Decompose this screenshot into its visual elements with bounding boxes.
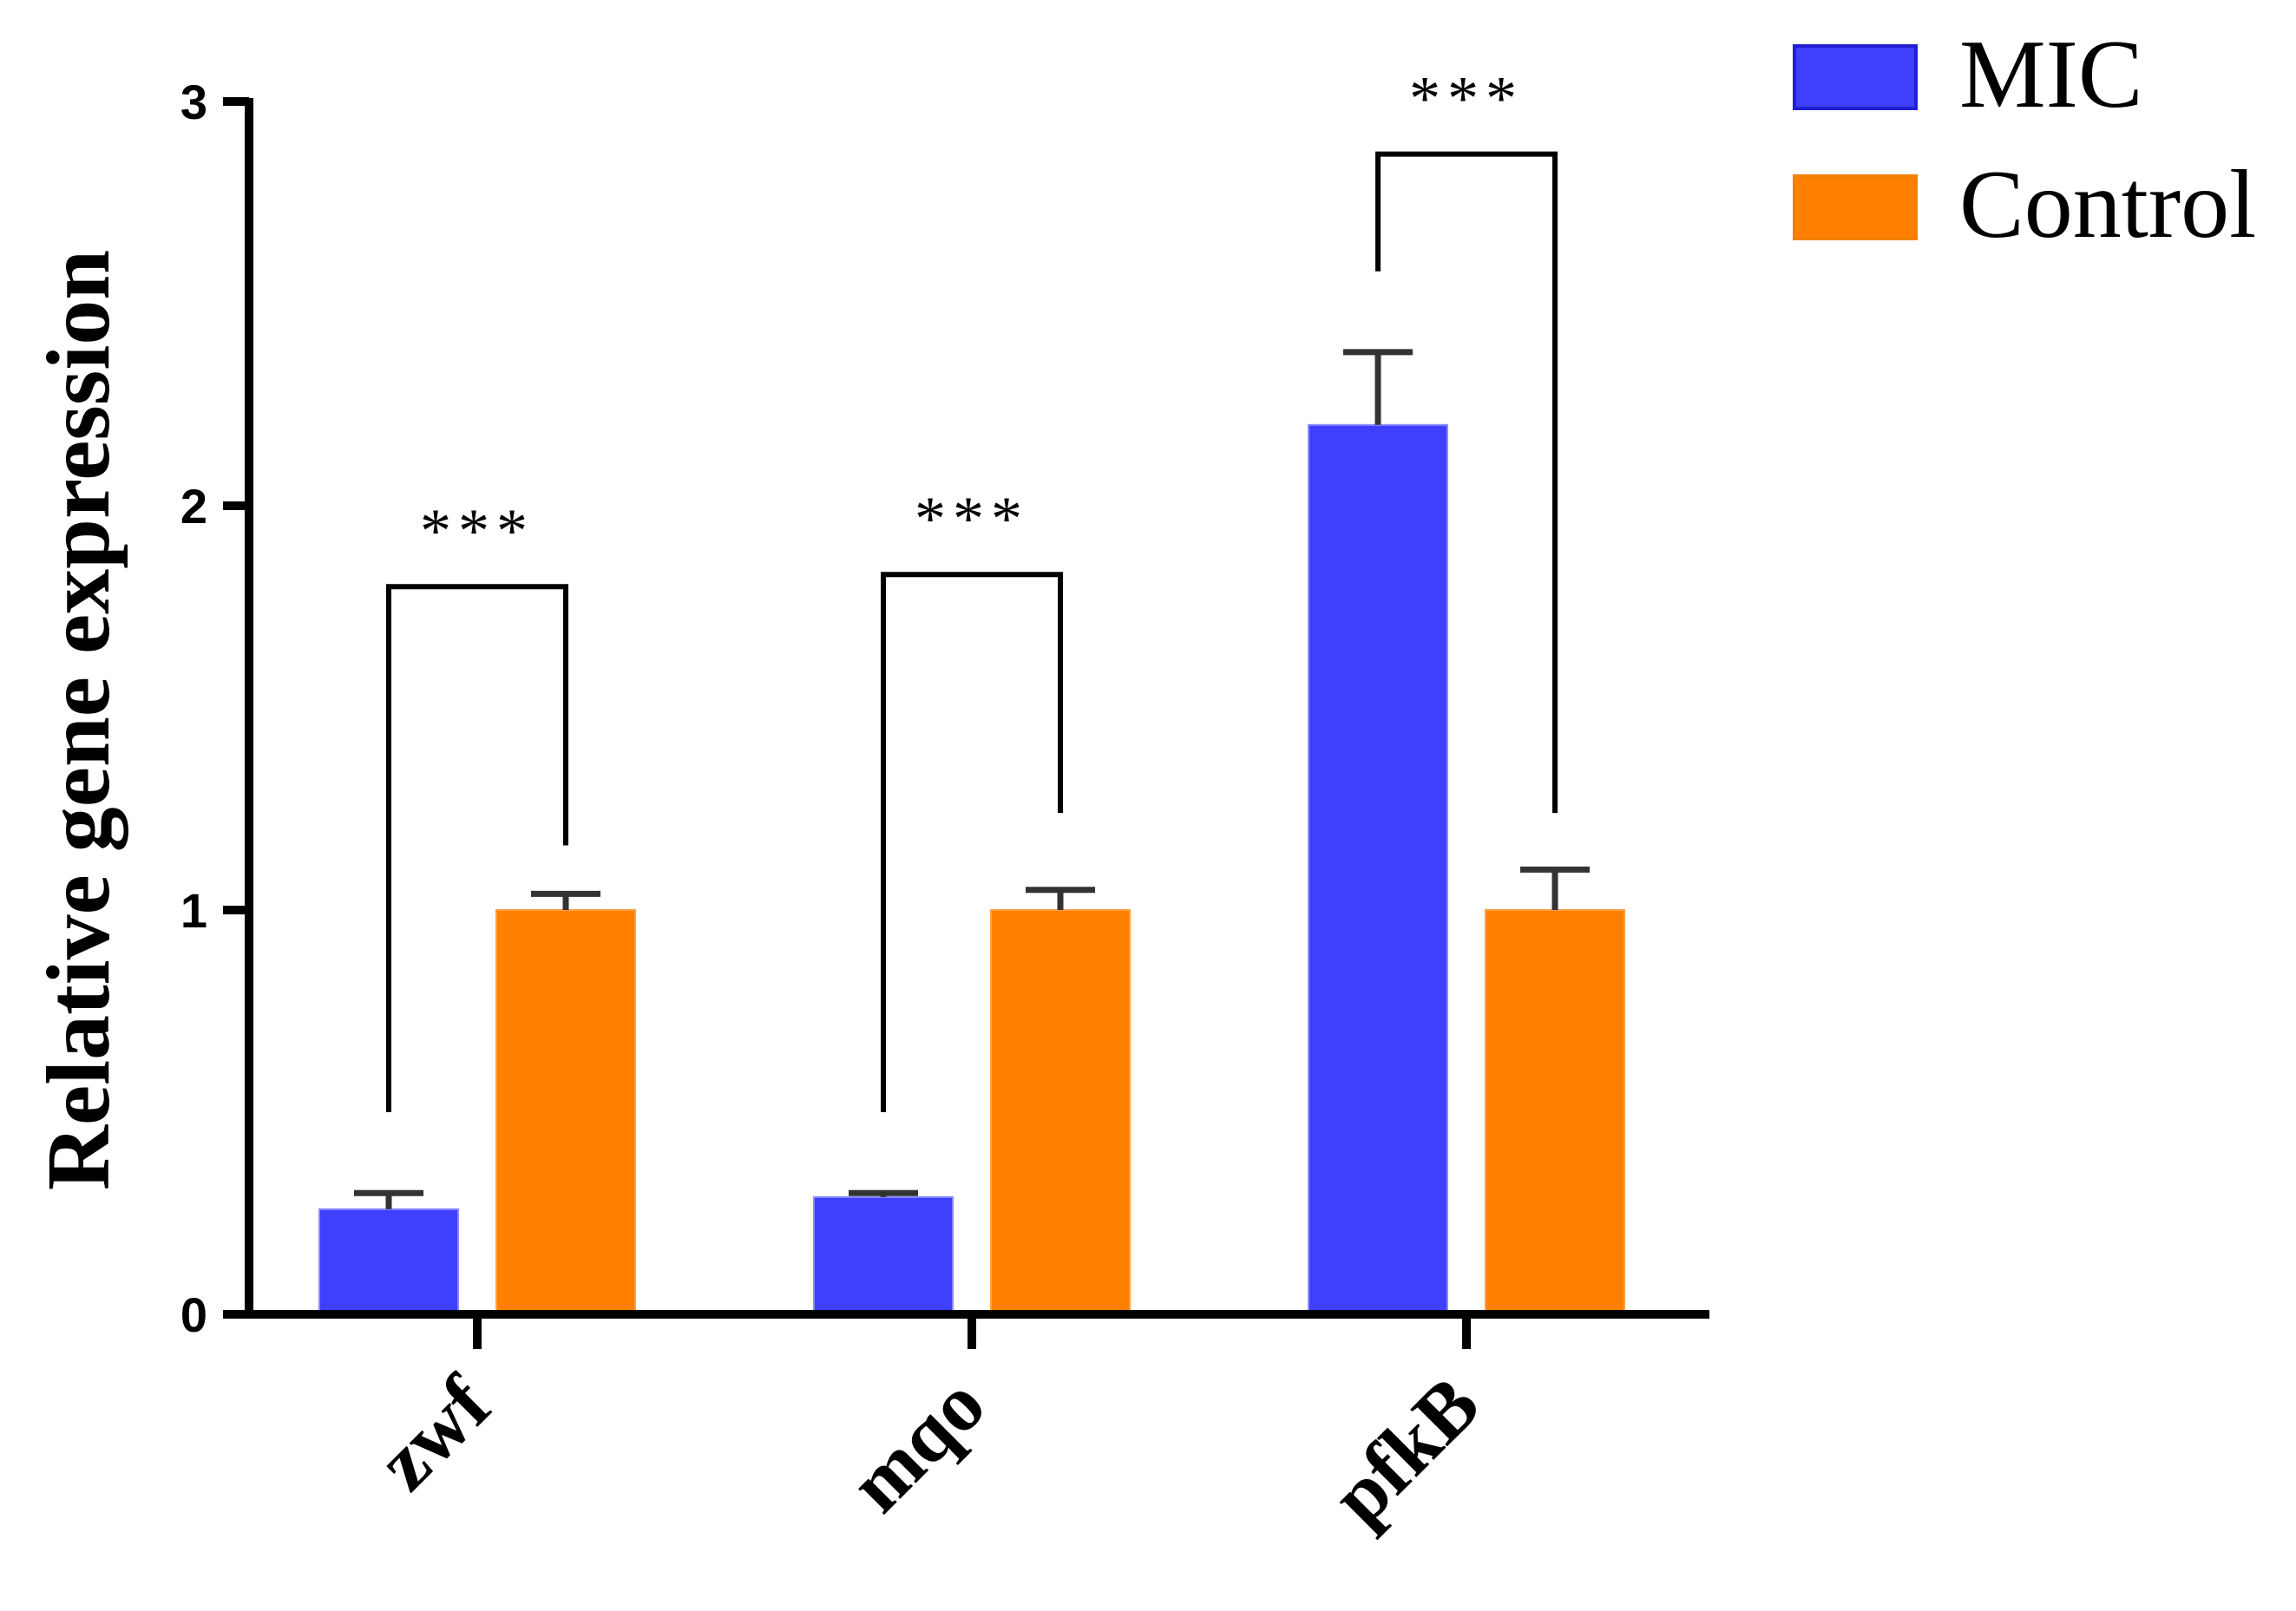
significance-label-zwf: *** [420, 496, 535, 566]
y-axis-label: Relative gene expression [29, 250, 128, 1190]
significance-bracket-zwf [386, 584, 568, 1112]
significance-bracket-mqo [881, 572, 1063, 1112]
bars-layer [318, 349, 1625, 1315]
x-tick-label-mqo: mqo [832, 1359, 1001, 1529]
bar-mic-pfkB [1308, 423, 1448, 1315]
legend-swatch-mic [1793, 44, 1918, 110]
significance-layer: *** *** *** [386, 64, 1558, 1112]
bar-control-zwf [495, 909, 636, 1315]
y-tick-label-1: 1 [180, 883, 207, 938]
bar-control-mqo [990, 909, 1131, 1315]
y-tick-label-2: 2 [180, 479, 207, 534]
y-tick-label-0: 0 [180, 1287, 207, 1342]
bar-mic-zwf [318, 1208, 459, 1315]
legend-swatch-control [1793, 174, 1918, 240]
significance-label-mqo: *** [915, 484, 1029, 553]
significance-bracket-pfkB [1375, 151, 1558, 814]
significance-label-pfkB: *** [1409, 64, 1524, 134]
y-tick-label-3: 3 [180, 75, 207, 129]
legend: MIC Control [1793, 21, 2256, 259]
bar-control-pfkB [1485, 909, 1625, 1315]
x-tick-label-pfkB: pfkB [1315, 1359, 1497, 1542]
legend-label-mic: MIC [1959, 21, 2143, 128]
legend-label-control: Control [1959, 151, 2256, 259]
axes-layer: 0 1 2 3 zwf mqo pfkB [180, 75, 1709, 1542]
x-tick-label-zwf: zwf [359, 1359, 508, 1507]
bar-mic-mqo [813, 1195, 954, 1315]
